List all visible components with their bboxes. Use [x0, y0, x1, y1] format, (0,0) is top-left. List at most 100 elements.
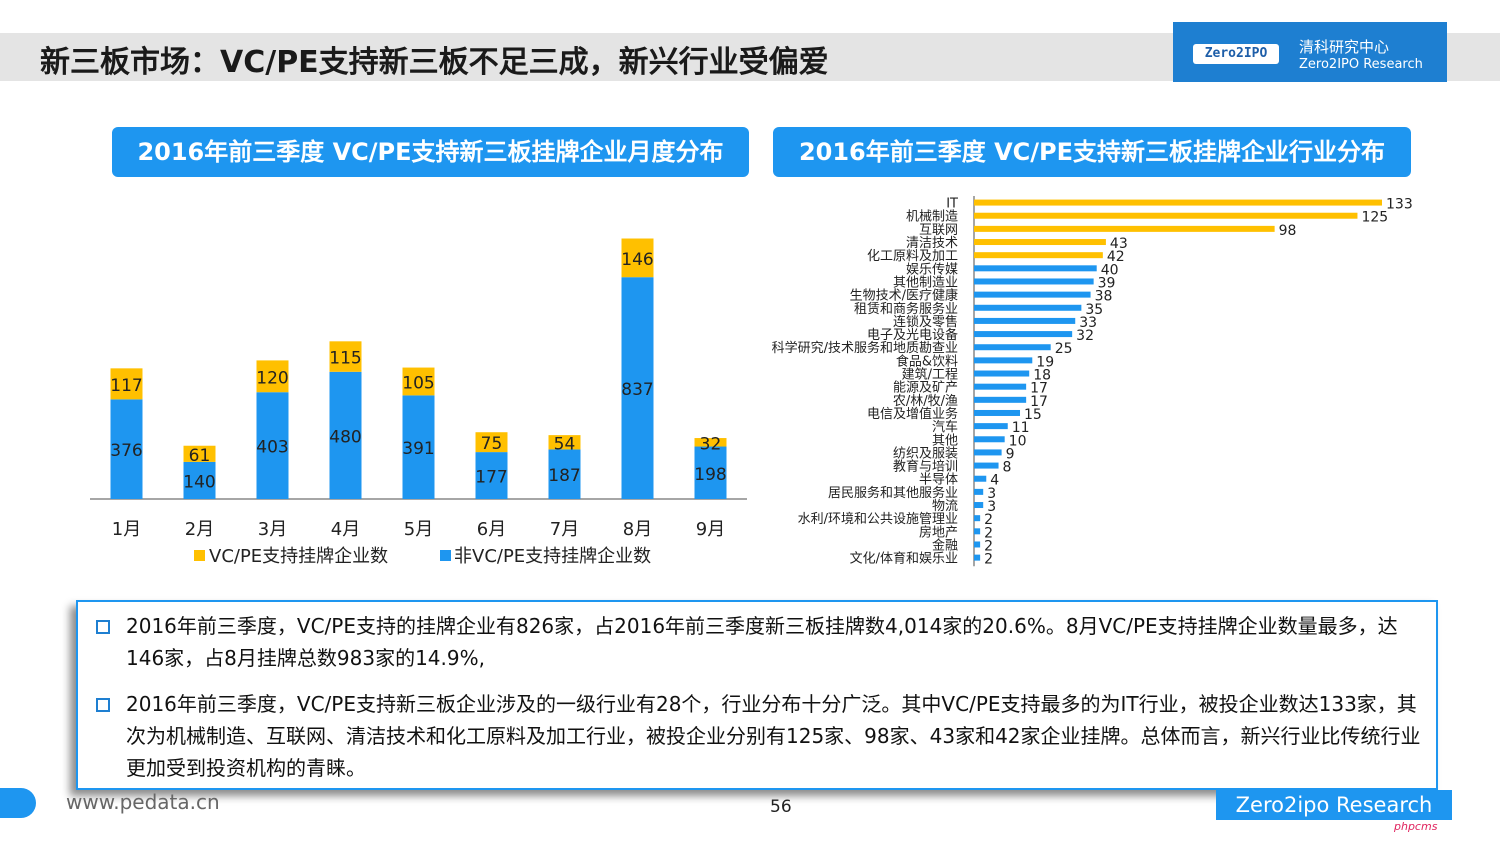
industry-value-label: 10 — [1009, 433, 1027, 449]
footer-tab — [0, 788, 36, 818]
data-label-vcpe: 146 — [621, 250, 653, 270]
monthly-chart: 376 117 1月 140 61 2月 403 120 3月 480 115 4月 391 105 5月 1… — [90, 238, 747, 567]
industry-bar — [974, 212, 1358, 219]
industry-category-label: 半导体 — [919, 473, 958, 488]
industry-category-label: 食品&饮料 — [896, 353, 958, 369]
x-tick-label: 2月 — [185, 519, 214, 540]
bar-non-vcpe — [694, 446, 727, 499]
x-tick-label: 1月 — [112, 519, 141, 540]
x-tick-label: 4月 — [331, 519, 360, 540]
bar-non-vcpe — [256, 392, 289, 499]
bar-vcpe — [548, 435, 581, 450]
legend-swatch-non-vcpe — [440, 550, 451, 561]
industry-bar — [974, 317, 1076, 324]
page-title: 新三板市场：VC/PE支持新三板不足三成，新兴行业受偏爱 — [40, 45, 829, 80]
data-label-non-vcpe: 198 — [694, 465, 726, 485]
industry-category-label: 教育与培训 — [893, 459, 958, 475]
industry-bar — [974, 291, 1091, 298]
industry-category-label: 农/林/牧/渔 — [893, 394, 958, 409]
data-label-non-vcpe: 376 — [110, 441, 142, 461]
industry-category-label: 互联网 — [919, 223, 958, 238]
logo-badge: Zero2IPO — [1193, 44, 1279, 64]
legend-label-vcpe: VC/PE支持挂牌企业数 — [209, 546, 388, 567]
bullet-icon — [96, 620, 110, 634]
industry-value-label: 2 — [984, 538, 993, 554]
industry-category-label: 科学研究/技术服务和地质勘查业 — [772, 340, 958, 356]
bar-vcpe — [694, 438, 727, 447]
industry-value-label: 17 — [1030, 381, 1048, 397]
industry-value-label: 18 — [1033, 368, 1051, 384]
bar-non-vcpe — [183, 461, 216, 499]
data-label-non-vcpe: 837 — [621, 380, 653, 400]
industry-bar — [974, 475, 987, 482]
bar-vcpe — [110, 368, 143, 400]
industry-bar — [974, 265, 1097, 272]
data-label-non-vcpe: 391 — [402, 439, 434, 459]
industry-bar — [974, 357, 1033, 364]
industry-value-label: 2 — [984, 552, 993, 568]
industry-bar — [974, 515, 981, 522]
industry-category-label: 租赁和商务服务业 — [854, 301, 958, 317]
industry-bar — [974, 488, 984, 495]
x-tick-label: 6月 — [477, 519, 506, 540]
industry-category-label: 生物技术/医疗健康 — [850, 288, 958, 304]
logo-en-text: Zero2IPO Research — [1299, 57, 1423, 72]
x-tick-label: 8月 — [623, 519, 652, 540]
data-label-non-vcpe: 140 — [183, 472, 215, 492]
industry-value-label: 9 — [1006, 446, 1015, 462]
industry-category-label: 其他制造业 — [893, 275, 958, 290]
industry-bar — [974, 239, 1106, 246]
industry-category-label: 机械制造 — [906, 210, 958, 225]
page-number: 56 — [770, 797, 792, 817]
industry-category-label: 连锁及零售 — [893, 314, 958, 330]
industry-bar — [974, 449, 1002, 456]
logo-cn-text: 清科研究中心 — [1299, 38, 1390, 56]
industry-value-label: 11 — [1012, 420, 1030, 436]
industry-bar — [974, 409, 1021, 416]
industry-value-label: 38 — [1095, 289, 1113, 305]
industry-category-label: 化工原料及加工 — [867, 249, 958, 264]
industry-bar — [974, 252, 1103, 259]
bar-non-vcpe — [548, 449, 581, 499]
data-label-vcpe: 32 — [700, 434, 722, 454]
industry-bar — [974, 225, 1275, 232]
data-label-vcpe: 54 — [554, 434, 576, 454]
bar-non-vcpe — [475, 452, 508, 499]
industry-value-label: 2 — [984, 512, 993, 528]
industry-category-label: 金融 — [932, 537, 958, 553]
industry-bar — [974, 462, 999, 469]
bullet-icon — [96, 698, 110, 712]
industry-category-label: 电信及增值业务 — [867, 406, 958, 422]
industry-category-label: 文化/体育和娱乐业 — [850, 551, 958, 567]
industry-category-label: 清洁技术 — [906, 236, 958, 251]
monthly-chart-title: 2016年前三季度 VC/PE支持新三板挂牌企业月度分布 — [112, 127, 749, 177]
industry-bar — [974, 541, 981, 548]
industry-category-label: 电子及光电设备 — [867, 327, 958, 343]
data-label-vcpe: 120 — [256, 368, 288, 388]
industry-category-label: 娱乐传媒 — [906, 262, 958, 277]
x-tick-label: 9月 — [696, 519, 725, 540]
industry-bar — [974, 304, 1082, 311]
summary-paragraph-1: 2016年前三季度，VC/PE支持的挂牌企业有826家，占2016年前三季度新三… — [126, 614, 1398, 670]
industry-category-label: 房地产 — [919, 524, 958, 540]
industry-value-label: 43 — [1110, 236, 1128, 252]
footer-brand: Zero2ipo Research — [1216, 790, 1452, 820]
industry-bar — [974, 278, 1094, 285]
industry-category-label: 物流 — [932, 499, 958, 514]
data-label-vcpe: 105 — [402, 373, 434, 393]
charts-svg: 3761171月140612月4031203月4801154月3911055月1… — [90, 196, 1413, 568]
industry-value-label: 39 — [1098, 275, 1116, 291]
industry-category-label: 其他 — [932, 433, 958, 448]
industry-value-label: 33 — [1079, 315, 1097, 331]
industry-value-label: 98 — [1279, 223, 1297, 239]
industry-value-label: 19 — [1036, 354, 1054, 370]
bar-non-vcpe — [329, 371, 362, 499]
bar-non-vcpe — [621, 277, 654, 499]
industry-value-label: 2 — [984, 525, 993, 541]
industry-bar — [974, 331, 1073, 338]
bar-vcpe — [329, 341, 362, 372]
industry-category-label: 能源及矿产 — [893, 381, 958, 396]
industry-category-label: 纺织及服装 — [893, 446, 958, 461]
industry-bar — [974, 502, 984, 509]
data-label-non-vcpe: 177 — [475, 468, 507, 488]
